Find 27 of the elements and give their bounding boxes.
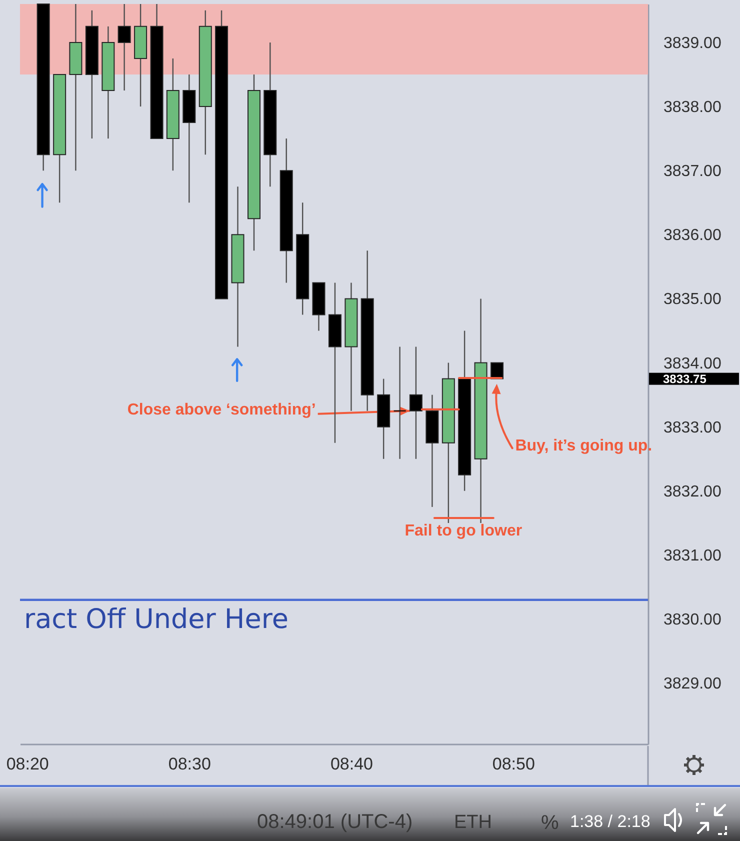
annotation: Buy, it’s going up. <box>515 438 652 455</box>
y-tick-label: 3833.00 <box>664 419 722 436</box>
x-tick-label: 08:20 <box>6 754 49 774</box>
y-tick-label: 3837.00 <box>664 163 722 180</box>
x-tick-label: 08:30 <box>168 754 211 774</box>
y-tick-label: 3839.00 <box>664 34 722 52</box>
text: 1:38 / 2:18 <box>570 812 650 831</box>
y-tick-label: 3836.00 <box>664 227 722 244</box>
y-tick-label: 3838.00 <box>664 99 722 116</box>
y-tick-label: 3831.00 <box>664 547 722 564</box>
annotation: Fail to go lower <box>404 522 522 540</box>
candlestick <box>393 346 406 460</box>
annotation: Close above ‘something’ <box>127 401 316 418</box>
ref-line-label: ract Off Under Here <box>24 604 288 635</box>
y-tick-label: 3834.00 <box>664 355 722 372</box>
candlestick <box>118 3 131 92</box>
text: 3833.75 <box>663 372 707 386</box>
x-tick-label: 08:40 <box>330 754 373 774</box>
text: ETH <box>454 812 492 833</box>
y-tick-label: 3832.00 <box>664 483 722 500</box>
y-tick-label: 3830.00 <box>664 612 722 629</box>
text: % <box>541 812 559 834</box>
y-tick-label: 3835.00 <box>664 291 722 308</box>
text: 08:49:01 (UTC-4) <box>257 811 413 833</box>
x-tick-label: 08:50 <box>492 754 535 774</box>
y-tick-label: 3829.00 <box>664 676 722 693</box>
candlestick <box>409 346 422 460</box>
